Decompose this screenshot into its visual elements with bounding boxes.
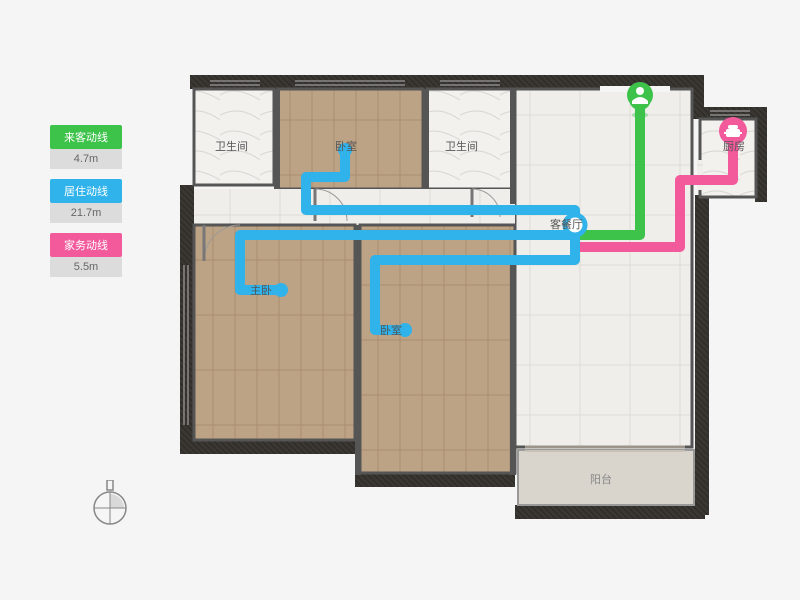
wall-right [695,195,709,515]
wall-bottom-left [180,440,360,454]
wall-int-1 [274,89,280,189]
legend-label-guest: 来客动线 [50,125,122,149]
room-bathroom-1 [194,89,274,185]
legend-label-living: 居住动线 [50,179,122,203]
label-master-bedroom: 主卧 [250,284,272,297]
wall-left [180,185,194,445]
label-kitchen: 厨房 [723,140,745,153]
room-living-dining [515,86,692,447]
legend-value-living: 21.7m [50,203,122,223]
flow-end-master [274,283,288,297]
wall-int-2 [423,89,429,189]
label-bedroom-2: 卧室 [380,323,402,337]
room-bathroom-2 [427,89,512,189]
legend-item-living: 居住动线 21.7m [50,179,122,223]
label-balcony: 阳台 [590,472,612,486]
label-bedroom-1: 卧室 [335,139,357,153]
label-living-dining: 客餐厅 [550,217,583,231]
room-master-bedroom [194,225,355,440]
room-bedroom-1 [278,89,423,189]
wall-int-3b [510,265,516,475]
floor-plan: 卫生间 卧室 卫生间 厨房 客餐厅 主卧 卧室 阳台 [180,65,770,545]
legend-value-guest: 4.7m [50,149,122,169]
wall-int-3 [510,89,516,204]
wall-int-4 [355,225,361,475]
wall-bottom-mid [355,473,515,487]
legend-item-guest: 来客动线 4.7m [50,125,122,169]
legend-value-chore: 5.5m [50,257,122,277]
wall-bottom-right [515,505,705,519]
legend-item-chore: 家务动线 5.5m [50,233,122,277]
legend-label-chore: 家务动线 [50,233,122,257]
label-bathroom-2: 卫生间 [445,139,478,153]
compass-icon [90,480,130,530]
label-bathroom-1: 卫生间 [215,139,248,153]
legend-panel: 来客动线 4.7m 居住动线 21.7m 家务动线 5.5m [50,125,122,287]
